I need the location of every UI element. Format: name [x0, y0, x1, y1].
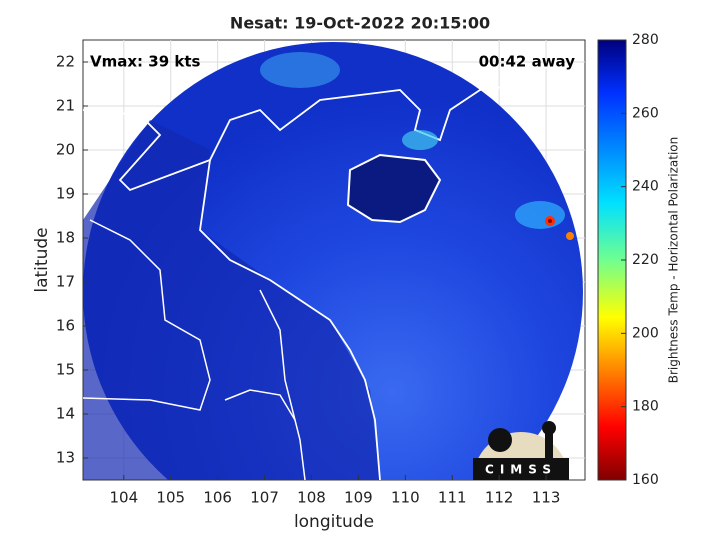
colorbar-label: Brightness Temp - Horizontal Polarizatio… [667, 137, 681, 384]
y-tick-label: 19 [56, 185, 75, 203]
x-axis-label: longitude [294, 512, 374, 532]
axes: 104 105 106 107 108 109 110 111 112 113 13 14 15 16 17… [56, 32, 659, 507]
colorbar-tick-label: 240 [632, 179, 659, 195]
annotation: Vmax: 39 kts [90, 53, 200, 71]
y-tick-label: 21 [56, 97, 75, 115]
colorbar-tick-label: 160 [632, 472, 659, 488]
y-tick-label: 18 [56, 229, 75, 247]
cimss-logo: CIMSS [473, 421, 569, 480]
x-tick-label: 105 [156, 489, 185, 507]
y-tick-label: 14 [56, 405, 75, 423]
colorbar-tick-label: 260 [632, 105, 659, 121]
y-axis-label: latitude [32, 227, 52, 292]
swath-image [83, 42, 583, 480]
x-tick-label: 106 [203, 489, 232, 507]
logo-text: CIMSS [485, 463, 557, 477]
chart-title: Nesat: 19-Oct-2022 20:15:00 [230, 14, 490, 33]
y-tick-label: 22 [56, 53, 75, 71]
y-tick-label: 15 [56, 361, 75, 379]
colorbar-tick-label: 220 [632, 252, 659, 268]
x-tick-label: 108 [297, 489, 326, 507]
y-tick-label: 16 [56, 317, 75, 335]
x-tick-label: 107 [250, 489, 279, 507]
y-tick-label: 20 [56, 141, 75, 159]
y-tick-label: 13 [56, 449, 75, 467]
y-tick-label: 17 [56, 273, 75, 291]
x-tick-label: 112 [485, 489, 514, 507]
colorbar-tick-label: 180 [632, 399, 659, 415]
x-tick-label: 104 [109, 489, 138, 507]
colorbar-tick-label: 280 [632, 32, 659, 48]
x-tick-label: 113 [532, 489, 561, 507]
annotation: 00:42 away [479, 53, 576, 71]
x-tick-label: 109 [344, 489, 373, 507]
colorbar-tick-label: 200 [632, 325, 659, 341]
x-tick-label: 111 [438, 489, 467, 507]
x-tick-label: 110 [391, 489, 420, 507]
